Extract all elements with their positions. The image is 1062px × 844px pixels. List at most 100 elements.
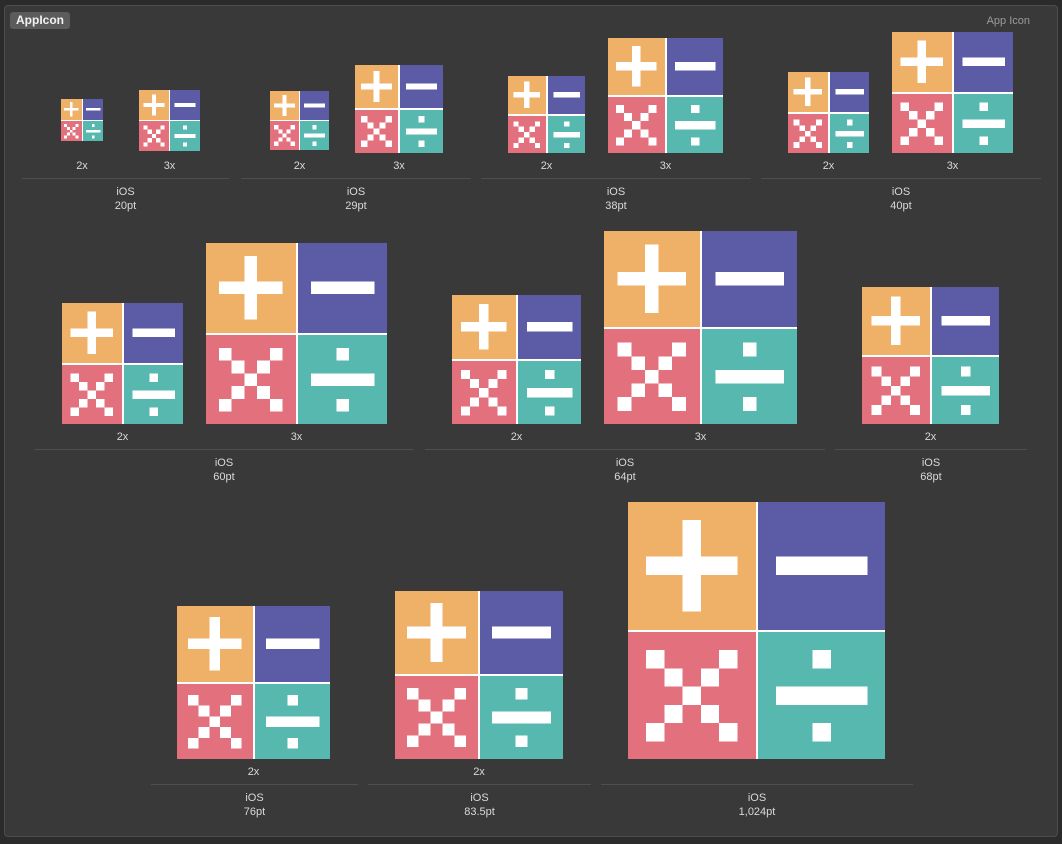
times-icon (361, 116, 392, 147)
times-icon (513, 120, 541, 148)
minus-icon (265, 638, 320, 650)
app-icon-slot[interactable] (206, 243, 387, 424)
times-icon (461, 369, 507, 415)
times-icon (70, 373, 113, 416)
app-icon-slot[interactable] (61, 99, 103, 141)
app-icon-slot[interactable] (355, 65, 443, 153)
platform-label: iOS (747, 792, 767, 804)
app-icon-slot[interactable] (452, 295, 581, 424)
app-icon-slot[interactable] (788, 72, 869, 153)
point-size-label: 20pt (114, 200, 137, 212)
minus-quadrant (254, 606, 330, 682)
plus-quadrant (452, 295, 516, 359)
minus-icon (941, 315, 990, 326)
divide-quadrant (757, 631, 885, 759)
plus-quadrant (355, 65, 398, 108)
divide-icon (304, 125, 325, 146)
plus-quadrant (628, 502, 756, 630)
app-icon-slot[interactable] (862, 287, 999, 424)
point-size-label: 60pt (213, 471, 235, 483)
app-icon-slot[interactable] (608, 38, 723, 153)
plus-quadrant (788, 72, 828, 112)
times-icon (793, 119, 822, 148)
divide-icon (526, 369, 572, 415)
plus-icon (871, 296, 920, 345)
minus-quadrant (400, 65, 443, 108)
app-icon-slot[interactable] (177, 606, 330, 759)
scale-label: 2x (510, 431, 523, 443)
divide-icon (491, 687, 552, 748)
app-icon-slot[interactable] (628, 502, 885, 759)
times-quadrant (628, 631, 756, 759)
divide-icon (310, 347, 375, 412)
icon-group-caption: iOS 68pt (835, 449, 1027, 484)
times-icon (646, 649, 738, 741)
divide-quadrant (666, 96, 723, 153)
group-title: iOS 64pt (425, 456, 825, 484)
divide-quadrant (300, 121, 329, 150)
group-title: iOS 1,024pt (601, 791, 913, 819)
times-quadrant (788, 113, 828, 153)
group-title: iOS 76pt (151, 791, 358, 819)
plus-quadrant (206, 243, 296, 333)
scale-label: 2x (540, 160, 553, 172)
divide-icon (132, 373, 175, 416)
point-size-label: 68pt (920, 471, 942, 483)
minus-icon (85, 107, 101, 111)
minus-icon (491, 626, 552, 639)
scale-label: 2x (822, 160, 835, 172)
minus-icon (674, 62, 715, 71)
scale-label: 3x (694, 431, 707, 443)
platform-label: iOS (116, 186, 135, 198)
times-quadrant (270, 121, 299, 150)
times-icon (616, 104, 657, 145)
icon-group-caption: iOS 29pt (241, 178, 471, 213)
point-size-label: 38pt (605, 200, 627, 212)
app-icon-slot[interactable] (395, 591, 563, 759)
minus-quadrant (666, 38, 723, 95)
minus-quadrant (123, 303, 183, 363)
minus-quadrant (480, 591, 563, 674)
divide-quadrant (170, 121, 200, 151)
minus-icon (310, 281, 375, 295)
divide-icon (941, 366, 990, 415)
plus-icon (513, 81, 541, 109)
minus-icon (835, 88, 864, 95)
app-icon-slot[interactable] (508, 76, 585, 153)
times-icon (143, 125, 165, 147)
platform-label: iOS (921, 457, 941, 469)
times-icon (63, 123, 79, 139)
group-title: iOS 29pt (241, 185, 471, 213)
plus-quadrant (604, 231, 700, 327)
minus-quadrant (547, 76, 585, 114)
plus-icon (616, 46, 657, 87)
app-icon-slot[interactable] (892, 32, 1013, 153)
plus-quadrant (139, 90, 169, 120)
times-quadrant (62, 364, 122, 424)
plus-quadrant (270, 91, 299, 120)
asset-name-tag[interactable]: AppIcon (10, 12, 70, 29)
plus-icon (274, 95, 295, 116)
icon-group-caption: iOS 1,024pt (601, 784, 913, 819)
minus-icon (132, 328, 175, 337)
group-title: iOS 68pt (835, 456, 1027, 484)
group-title: iOS 83.5pt (368, 791, 591, 819)
divide-quadrant (400, 110, 443, 153)
app-icon-slot[interactable] (270, 91, 329, 150)
times-quadrant (508, 115, 546, 153)
app-icon-slot[interactable] (604, 231, 797, 424)
minus-icon (715, 271, 784, 286)
minus-icon (962, 57, 1005, 66)
icon-group-caption: iOS 40pt (761, 178, 1041, 213)
plus-icon (461, 304, 507, 350)
plus-icon (617, 244, 686, 313)
app-icon-slot[interactable] (62, 303, 183, 424)
divide-icon (174, 125, 196, 147)
platform-label: iOS (214, 457, 234, 469)
point-size-label: 83.5pt (464, 806, 495, 818)
divide-quadrant (297, 334, 387, 424)
point-size-label: 76pt (243, 806, 266, 818)
divide-quadrant (82, 120, 103, 141)
platform-label: iOS (346, 186, 366, 198)
app-icon-slot[interactable] (139, 90, 200, 151)
